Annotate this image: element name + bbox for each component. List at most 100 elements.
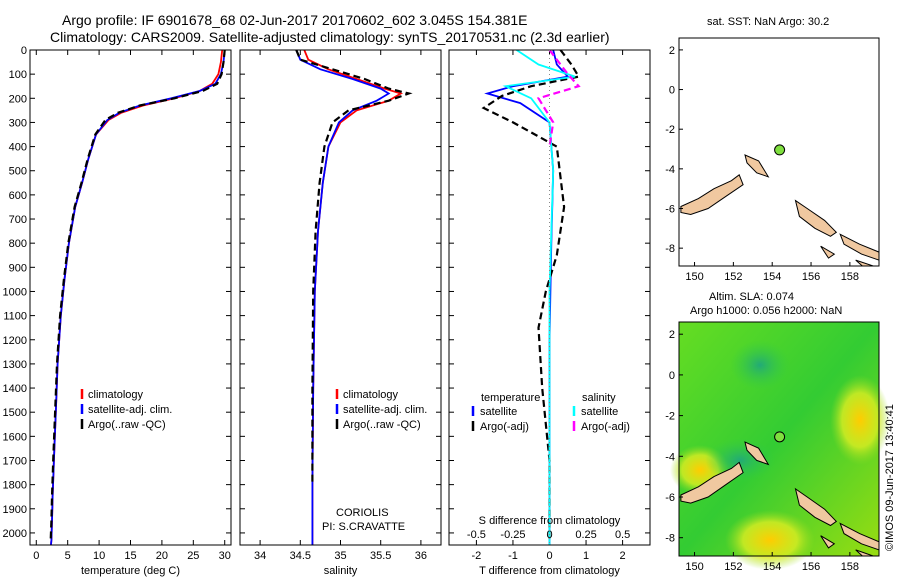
x-tick-label: 0	[546, 550, 552, 562]
land-polygon	[680, 461, 744, 504]
x-tick-label: 34.5	[290, 550, 311, 562]
legend-header-salinity: salinity	[582, 392, 616, 404]
land-polygon	[794, 487, 838, 527]
header-line-1: Argo profile: IF 6901678_68 02-Jun-2017 …	[62, 12, 528, 28]
x-tick-label: 30	[219, 550, 231, 562]
series-line-climatology	[50, 50, 224, 545]
series-line-satellite	[502, 50, 576, 545]
series-group	[49, 50, 226, 545]
series-line-argo-raw-qc-	[295, 50, 413, 485]
y-tick-label: 1400	[3, 383, 27, 395]
land-polygon	[839, 522, 879, 551]
x-tick-label: 154	[763, 561, 781, 573]
x-tick-label: 5	[65, 550, 71, 562]
y-tick-label: -6	[665, 492, 675, 504]
series-line-satellite-adj-clim-	[295, 50, 391, 545]
series-line-climatology	[303, 50, 404, 545]
x-tick-label: 2	[620, 550, 626, 562]
y-tick-label: 1000	[3, 286, 27, 298]
legend-label: Argo(..raw -QC)	[88, 419, 166, 431]
land-polygon	[744, 441, 770, 466]
y-tick-label: 200	[9, 93, 27, 105]
salinity-annotation-2: PI: S.CRAVATTE	[322, 521, 405, 533]
x-axis-label: temperature (deg C)	[81, 565, 180, 577]
x-axis-label: T difference from climatology	[479, 565, 620, 577]
x-tick-label: 35.5	[370, 550, 391, 562]
y-tick-label: 500	[9, 166, 27, 178]
sst-map-panel: 150 152 154 156 158 2 0 -2 -4 -6 -8	[665, 37, 880, 283]
y-tick-label: -4	[665, 451, 675, 463]
legend-label: satellite-adj. clim.	[343, 404, 427, 416]
legend-label: satellite	[581, 406, 618, 418]
y-tick-label: 2	[669, 329, 675, 341]
x-tick-label: 35	[334, 550, 346, 562]
y-tick-label: 1200	[3, 335, 27, 347]
temperature-profile-panel: 0 5 10 15 20 25 300100200300400500600700800900…	[3, 45, 232, 577]
watermark: ©IMOS 09-Jun-2017 13:40:41	[884, 404, 896, 551]
salinity-annotation-1: CORIOLIS	[336, 507, 389, 519]
land-polygon	[820, 535, 836, 549]
legend-label: satellite-adj. clim.	[88, 404, 172, 416]
s-tick-label: -0.25	[500, 529, 525, 541]
x-tick-label: 20	[156, 550, 168, 562]
x-tick-label: 25	[187, 550, 199, 562]
x-tick-label: 158	[841, 561, 859, 573]
series-line-satellite-adj-clim-	[50, 50, 226, 545]
s-axis-label: S difference from climatology	[479, 515, 621, 527]
plot-frame	[29, 49, 232, 546]
land-group	[680, 154, 879, 266]
land-polygon	[820, 245, 836, 259]
sla-map-panel: 150 152 154 156 158 2 0 -2 -4 -6 -8	[665, 321, 880, 573]
y-tick-label: 0	[21, 45, 27, 57]
x-tick-label: 154	[763, 271, 781, 283]
difference-profile-panel: -2 -1 0 1 2T difference from climatology	[448, 49, 651, 577]
legend-label: climatology	[343, 389, 399, 401]
y-tick-label: -8	[665, 533, 675, 545]
land-polygon	[855, 549, 874, 556]
salinity-profile-panel: 34 34.5 35 35.5 36 salinity climatology satelli…	[239, 49, 442, 577]
y-tick-label: 2000	[3, 528, 27, 540]
x-axis-label: salinity	[324, 565, 358, 577]
s-tick-label: -0.5	[467, 529, 486, 541]
legend-label: satellite	[480, 406, 517, 418]
land-polygon	[794, 199, 838, 237]
x-tick-label: 150	[685, 561, 703, 573]
s-tick-label: 0.5	[615, 529, 630, 541]
land-polygon	[855, 259, 874, 266]
series-line-argo-raw-qc-	[49, 50, 226, 541]
x-tick-label: -2	[472, 550, 482, 562]
x-tick-label: 156	[802, 271, 820, 283]
x-tick-label: 158	[841, 271, 859, 283]
sla-map-title-2: Argo h1000: 0.056 h2000: NaN	[690, 305, 842, 317]
y-tick-label: 700	[9, 214, 27, 226]
x-tick-label: -1	[508, 550, 518, 562]
argo-location-marker	[774, 431, 786, 443]
y-tick-label: -8	[665, 243, 675, 255]
difference-extras: S difference from climatology-0.5-0.2500…	[467, 50, 630, 545]
map-frame	[678, 37, 880, 267]
y-tick-label: -2	[665, 124, 675, 136]
y-tick-label: 1700	[3, 455, 27, 467]
y-tick-label: 0	[669, 85, 675, 97]
y-tick-label: -4	[665, 164, 675, 176]
land-polygon	[839, 233, 879, 261]
legend-label: climatology	[88, 389, 144, 401]
legend-label: Argo(..raw -QC)	[343, 419, 421, 431]
x-tick-label: 150	[685, 271, 703, 283]
x-tick-label: 34	[254, 550, 266, 562]
y-tick-label: 1800	[3, 480, 27, 492]
plot-frame	[239, 49, 442, 546]
series-line-argo-adj-	[481, 50, 581, 541]
y-tick-label: 900	[9, 262, 27, 274]
legend-header-temperature: temperature	[481, 392, 540, 404]
x-tick-label: 0	[33, 550, 39, 562]
y-tick-label: -6	[665, 204, 675, 216]
y-tick-label: 300	[9, 117, 27, 129]
x-tick-label: 152	[724, 271, 742, 283]
y-tick-label: 1300	[3, 359, 27, 371]
land-polygon	[744, 154, 770, 178]
series-group	[295, 50, 413, 545]
legend-label: Argo(-adj)	[581, 421, 630, 433]
land-group	[680, 441, 879, 556]
